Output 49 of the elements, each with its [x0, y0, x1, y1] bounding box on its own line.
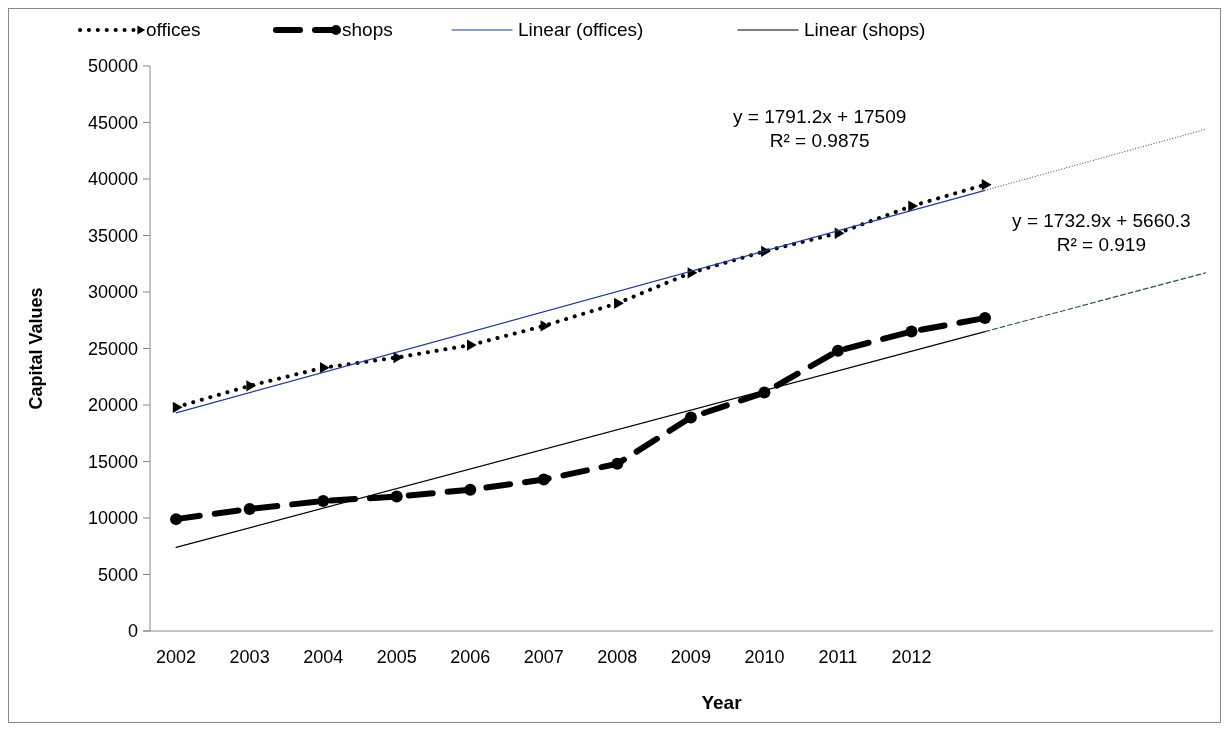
y-tick-label: 15000 — [87, 451, 138, 472]
point — [684, 411, 697, 424]
x-tick-label: 2002 — [156, 647, 197, 667]
point — [537, 473, 550, 486]
point — [467, 339, 477, 351]
point — [905, 325, 918, 338]
legend-label: offices — [146, 19, 201, 40]
y-tick-label: 45000 — [87, 112, 138, 133]
point — [831, 344, 844, 357]
y-tick-label: 30000 — [87, 282, 138, 302]
point — [908, 200, 918, 212]
legend-label: Linear (offices) — [518, 19, 644, 40]
y-tick-label: 25000 — [87, 338, 138, 359]
annotation: y = 1732.9x + 5660.3 R² = 0.919 — [1012, 210, 1191, 256]
point — [170, 513, 183, 526]
y-tick-label: 20000 — [87, 395, 138, 415]
y-tick-label: 35000 — [87, 225, 138, 246]
y-tick-label: 40000 — [87, 169, 138, 189]
y-axis-title: Capital Values — [26, 287, 46, 410]
x-tick-label: 2004 — [303, 647, 344, 667]
x-tick-label: 2006 — [450, 647, 491, 667]
x-tick-label: 2009 — [670, 647, 711, 667]
x-tick-label: 2005 — [376, 647, 417, 667]
point — [981, 179, 992, 191]
x-tick-label: 2011 — [818, 647, 858, 667]
y-tick-label: 5000 — [97, 564, 138, 585]
y-tick-label: 0 — [127, 621, 138, 641]
x-tick-label: 2008 — [597, 647, 638, 667]
x-axis-title: Year — [701, 692, 743, 713]
point — [243, 502, 256, 515]
point — [317, 495, 330, 508]
y-tick-label: 10000 — [87, 508, 138, 528]
x-tick-label: 2007 — [523, 647, 564, 667]
point — [464, 483, 477, 496]
point — [390, 490, 403, 503]
legend-label: Linear (shops) — [804, 19, 926, 40]
annotation: y = 1791.2x + 17509 R² = 0.9875 — [733, 105, 907, 151]
point — [614, 297, 624, 309]
point — [979, 311, 992, 324]
legend-label: shops — [342, 19, 393, 40]
x-tick-label: 2003 — [229, 647, 270, 667]
x-tick-label: 2012 — [891, 647, 932, 667]
point — [611, 457, 624, 470]
x-tick-label: 2010 — [744, 647, 785, 667]
point — [172, 401, 183, 413]
point — [246, 380, 257, 392]
y-tick-label: 50000 — [87, 56, 138, 76]
point — [319, 362, 330, 374]
point — [540, 320, 551, 332]
